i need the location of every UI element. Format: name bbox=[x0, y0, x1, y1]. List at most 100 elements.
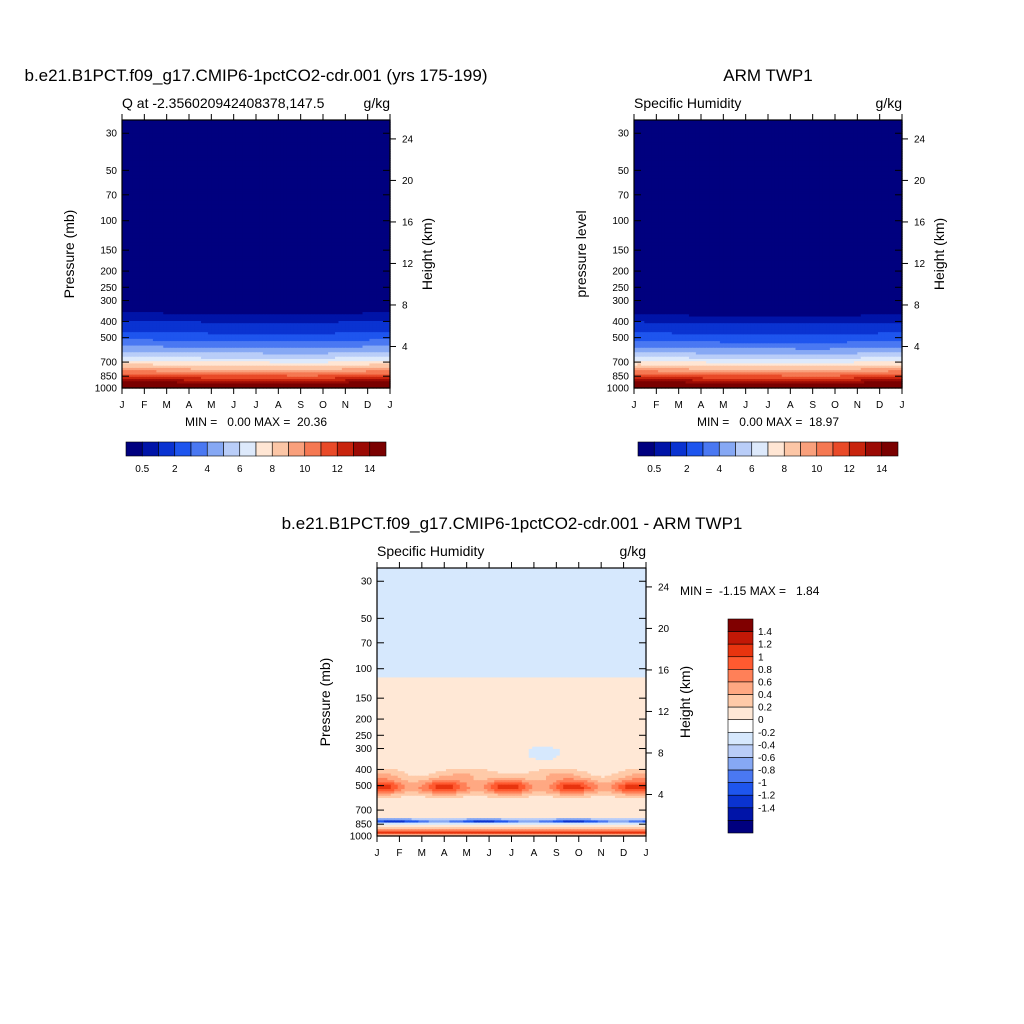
contour-cell bbox=[135, 178, 140, 181]
contour-cell bbox=[142, 133, 147, 137]
contour-cell bbox=[297, 184, 302, 188]
contour-cell bbox=[252, 182, 257, 186]
contour-cell bbox=[345, 140, 350, 143]
contour-cell bbox=[307, 200, 312, 204]
contour-cell bbox=[207, 162, 212, 166]
contour-cell bbox=[304, 128, 309, 132]
contour-cell bbox=[207, 126, 212, 130]
contour-cell bbox=[280, 202, 285, 206]
contour-cell bbox=[310, 126, 316, 130]
contour-cell bbox=[225, 171, 230, 175]
contour-cell bbox=[152, 120, 157, 123]
contour-cell bbox=[197, 162, 202, 166]
contour-cell bbox=[125, 191, 130, 195]
contour-cell bbox=[204, 131, 209, 134]
contour-cell bbox=[262, 157, 267, 161]
contour-cell bbox=[125, 128, 130, 132]
contour-cell bbox=[376, 166, 381, 170]
contour-cell bbox=[386, 171, 391, 175]
contour-cell bbox=[180, 195, 185, 199]
contour-cell bbox=[293, 160, 298, 164]
contour-cell bbox=[204, 133, 209, 137]
contour-cell bbox=[166, 131, 171, 134]
contour-cell bbox=[228, 133, 233, 137]
contour-cell bbox=[372, 195, 377, 199]
contour-cell bbox=[183, 149, 188, 152]
contour-cell bbox=[376, 160, 381, 164]
contour-cell bbox=[355, 128, 360, 132]
contour-cell bbox=[283, 146, 288, 150]
contour-cell bbox=[310, 195, 316, 199]
contour-cell bbox=[163, 162, 168, 166]
contour-cell bbox=[221, 133, 226, 137]
contour-cell bbox=[173, 184, 178, 188]
contour-cell bbox=[362, 131, 367, 134]
contour-cell bbox=[317, 187, 322, 190]
contour-cell bbox=[122, 187, 127, 190]
contour-cell bbox=[256, 144, 261, 148]
contour-cell bbox=[359, 151, 364, 155]
contour-cell bbox=[214, 153, 219, 157]
contour-cell bbox=[324, 195, 329, 199]
contour-cell bbox=[341, 166, 346, 170]
contour-cell bbox=[259, 195, 264, 199]
contour-cell bbox=[166, 135, 171, 139]
contour-cell bbox=[252, 124, 257, 128]
contour-cell bbox=[173, 126, 178, 130]
contour-cell bbox=[297, 151, 302, 155]
contour-cell bbox=[225, 137, 230, 141]
contour-cell bbox=[146, 193, 151, 197]
contour-cell bbox=[235, 124, 240, 128]
contour-cell bbox=[231, 164, 236, 168]
contour-cell bbox=[249, 153, 254, 157]
contour-cell bbox=[180, 198, 185, 201]
contour-cell bbox=[286, 131, 291, 134]
contour-cell bbox=[345, 151, 350, 155]
contour-cell bbox=[190, 122, 195, 126]
contour-cell bbox=[245, 131, 250, 134]
contour-cell bbox=[221, 149, 226, 152]
contour-cell bbox=[249, 122, 254, 126]
contour-cell bbox=[286, 175, 291, 179]
contour-cell bbox=[142, 126, 147, 130]
contour-cell bbox=[376, 157, 381, 161]
contour-cell bbox=[362, 144, 367, 148]
contour-cell bbox=[242, 204, 247, 208]
contour-cell bbox=[125, 162, 130, 166]
contour-cell bbox=[128, 120, 133, 123]
contour-cell bbox=[225, 187, 230, 190]
contour-cell bbox=[324, 166, 329, 170]
contour-cell bbox=[204, 120, 209, 123]
contour-cell bbox=[379, 187, 384, 190]
contour-cell bbox=[321, 146, 326, 150]
contour-cell bbox=[379, 160, 384, 164]
contour-cell bbox=[372, 140, 377, 143]
contour-cell bbox=[231, 169, 236, 172]
contour-cell bbox=[221, 200, 226, 204]
contour-cell bbox=[376, 155, 381, 159]
contour-cell bbox=[173, 204, 178, 208]
contour-cell bbox=[132, 171, 137, 175]
contour-cell bbox=[300, 184, 305, 188]
contour-cell bbox=[194, 198, 199, 201]
contour-cell bbox=[266, 175, 271, 179]
contour-cell bbox=[142, 140, 147, 143]
contour-cell bbox=[159, 193, 164, 197]
contour-cell bbox=[338, 131, 343, 134]
contour-cell bbox=[300, 178, 305, 181]
contour-cell bbox=[218, 155, 223, 159]
contour-cell bbox=[125, 137, 130, 141]
contour-cell bbox=[242, 151, 247, 155]
contour-cell bbox=[221, 175, 226, 179]
contour-cell bbox=[225, 162, 230, 166]
contour-cell bbox=[314, 146, 319, 150]
contour-cell bbox=[194, 146, 199, 150]
contour-cell bbox=[156, 198, 161, 201]
contour-cell bbox=[163, 124, 168, 128]
contour-cell bbox=[190, 131, 195, 134]
contour-cell bbox=[290, 131, 295, 134]
contour-cell bbox=[335, 146, 340, 150]
contour-cell bbox=[214, 204, 219, 208]
contour-cell bbox=[376, 193, 381, 197]
contour-cell bbox=[283, 169, 288, 172]
